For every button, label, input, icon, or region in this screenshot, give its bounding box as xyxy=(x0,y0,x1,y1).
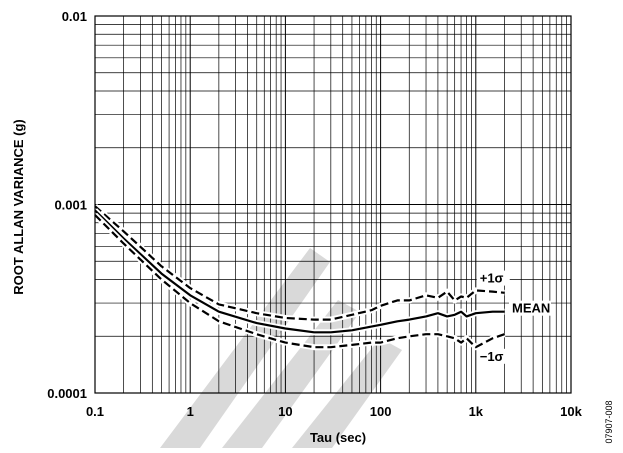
x-tick-label: 1 xyxy=(187,404,194,419)
series-line-minus-1-sigma xyxy=(94,214,505,349)
y-tick-label: 0.01 xyxy=(62,9,87,24)
x-tick-label: 10 xyxy=(278,404,292,419)
y-axis-label: ROOT ALLAN VARIANCE (g) xyxy=(11,119,26,294)
watermark-stroke-1 xyxy=(160,248,330,448)
x-tick-label: 100 xyxy=(370,404,392,419)
plot-frame xyxy=(94,15,572,394)
series-lines xyxy=(92,203,506,351)
annotation-background xyxy=(508,300,551,316)
annotation-background xyxy=(476,348,510,364)
series-annotation: MEAN xyxy=(512,301,550,316)
series-line-mean xyxy=(94,209,505,334)
watermark-stroke-2 xyxy=(222,300,360,448)
x-tick-label: 1k xyxy=(469,404,484,419)
annotation-background xyxy=(476,270,510,286)
series-annotation: +1σ xyxy=(480,271,504,286)
x-tick-labels: 0.1 1 10 100 1k 10k xyxy=(86,404,583,419)
series-line-plus-1-sigma xyxy=(94,205,505,321)
series-annotations: +1σ MEAN −1σ xyxy=(476,270,551,364)
x-tick-label: 10k xyxy=(560,404,582,419)
figure-id: 07907-008 xyxy=(604,400,614,443)
x-axis-label: Tau (sec) xyxy=(310,430,366,445)
x-tick-label: 0.1 xyxy=(86,404,104,419)
y-tick-labels: 0.0001 0.001 0.01 xyxy=(47,9,87,401)
y-tick-label: 0.0001 xyxy=(47,386,87,401)
y-tick-label: 0.001 xyxy=(54,198,87,213)
series-annotation: −1σ xyxy=(480,349,504,364)
